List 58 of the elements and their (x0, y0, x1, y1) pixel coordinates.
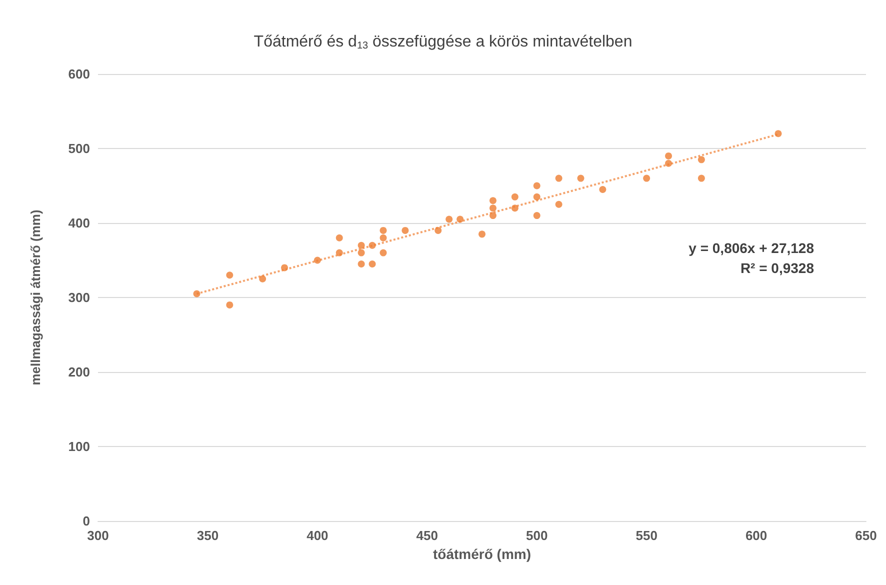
point (193, 290, 200, 298)
point (358, 260, 365, 268)
y-tick-label: 300 (68, 290, 90, 305)
point (555, 200, 562, 208)
point (314, 256, 321, 264)
point (774, 130, 782, 138)
x-tick-label: 600 (745, 528, 768, 543)
point (698, 174, 705, 182)
point (511, 204, 518, 212)
point (358, 242, 365, 249)
point (336, 249, 343, 256)
point (555, 174, 562, 182)
y-axis-title: mellmagassági átmérő (mm) (28, 210, 43, 386)
point (446, 216, 453, 223)
point (259, 275, 266, 282)
point (380, 249, 387, 256)
x-tick-label: 400 (306, 528, 328, 543)
point (599, 186, 606, 193)
point (456, 216, 464, 223)
point (533, 182, 540, 190)
y-tick-label: 100 (68, 439, 90, 454)
point (380, 226, 387, 234)
y-tick-label: 600 (68, 66, 90, 82)
point (478, 230, 486, 238)
x-tick-label: 300 (87, 528, 109, 543)
point (489, 204, 496, 212)
point (358, 249, 365, 256)
y-tick-label: 200 (68, 364, 90, 380)
point (226, 301, 234, 308)
point (489, 212, 496, 220)
x-tick-label: 650 (855, 528, 877, 543)
point (643, 174, 650, 182)
y-tick-label: 500 (68, 141, 90, 156)
x-axis-title: tőátmérő (mm) (432, 546, 532, 562)
point (665, 152, 672, 160)
point (402, 226, 409, 234)
point (368, 242, 376, 249)
point (380, 234, 387, 242)
point (665, 160, 672, 167)
point (368, 260, 376, 268)
point (511, 193, 518, 200)
y-tick-label: 0 (82, 514, 90, 528)
x-tick-label: 550 (636, 528, 658, 543)
y-tick-label: 400 (68, 216, 90, 230)
point (533, 212, 540, 220)
point (336, 234, 343, 242)
x-tick-label: 350 (196, 528, 219, 543)
x-tick-label: 500 (526, 528, 548, 543)
annotation: R² = 0,9328 (740, 260, 814, 276)
point (577, 174, 584, 182)
point (698, 156, 705, 164)
point (226, 272, 234, 279)
point (533, 193, 540, 200)
point (434, 226, 442, 234)
point (489, 197, 496, 204)
point (281, 264, 288, 272)
x-tick-label: 450 (416, 528, 438, 543)
annotation: y = 0,806x + 27,128 (688, 240, 814, 256)
